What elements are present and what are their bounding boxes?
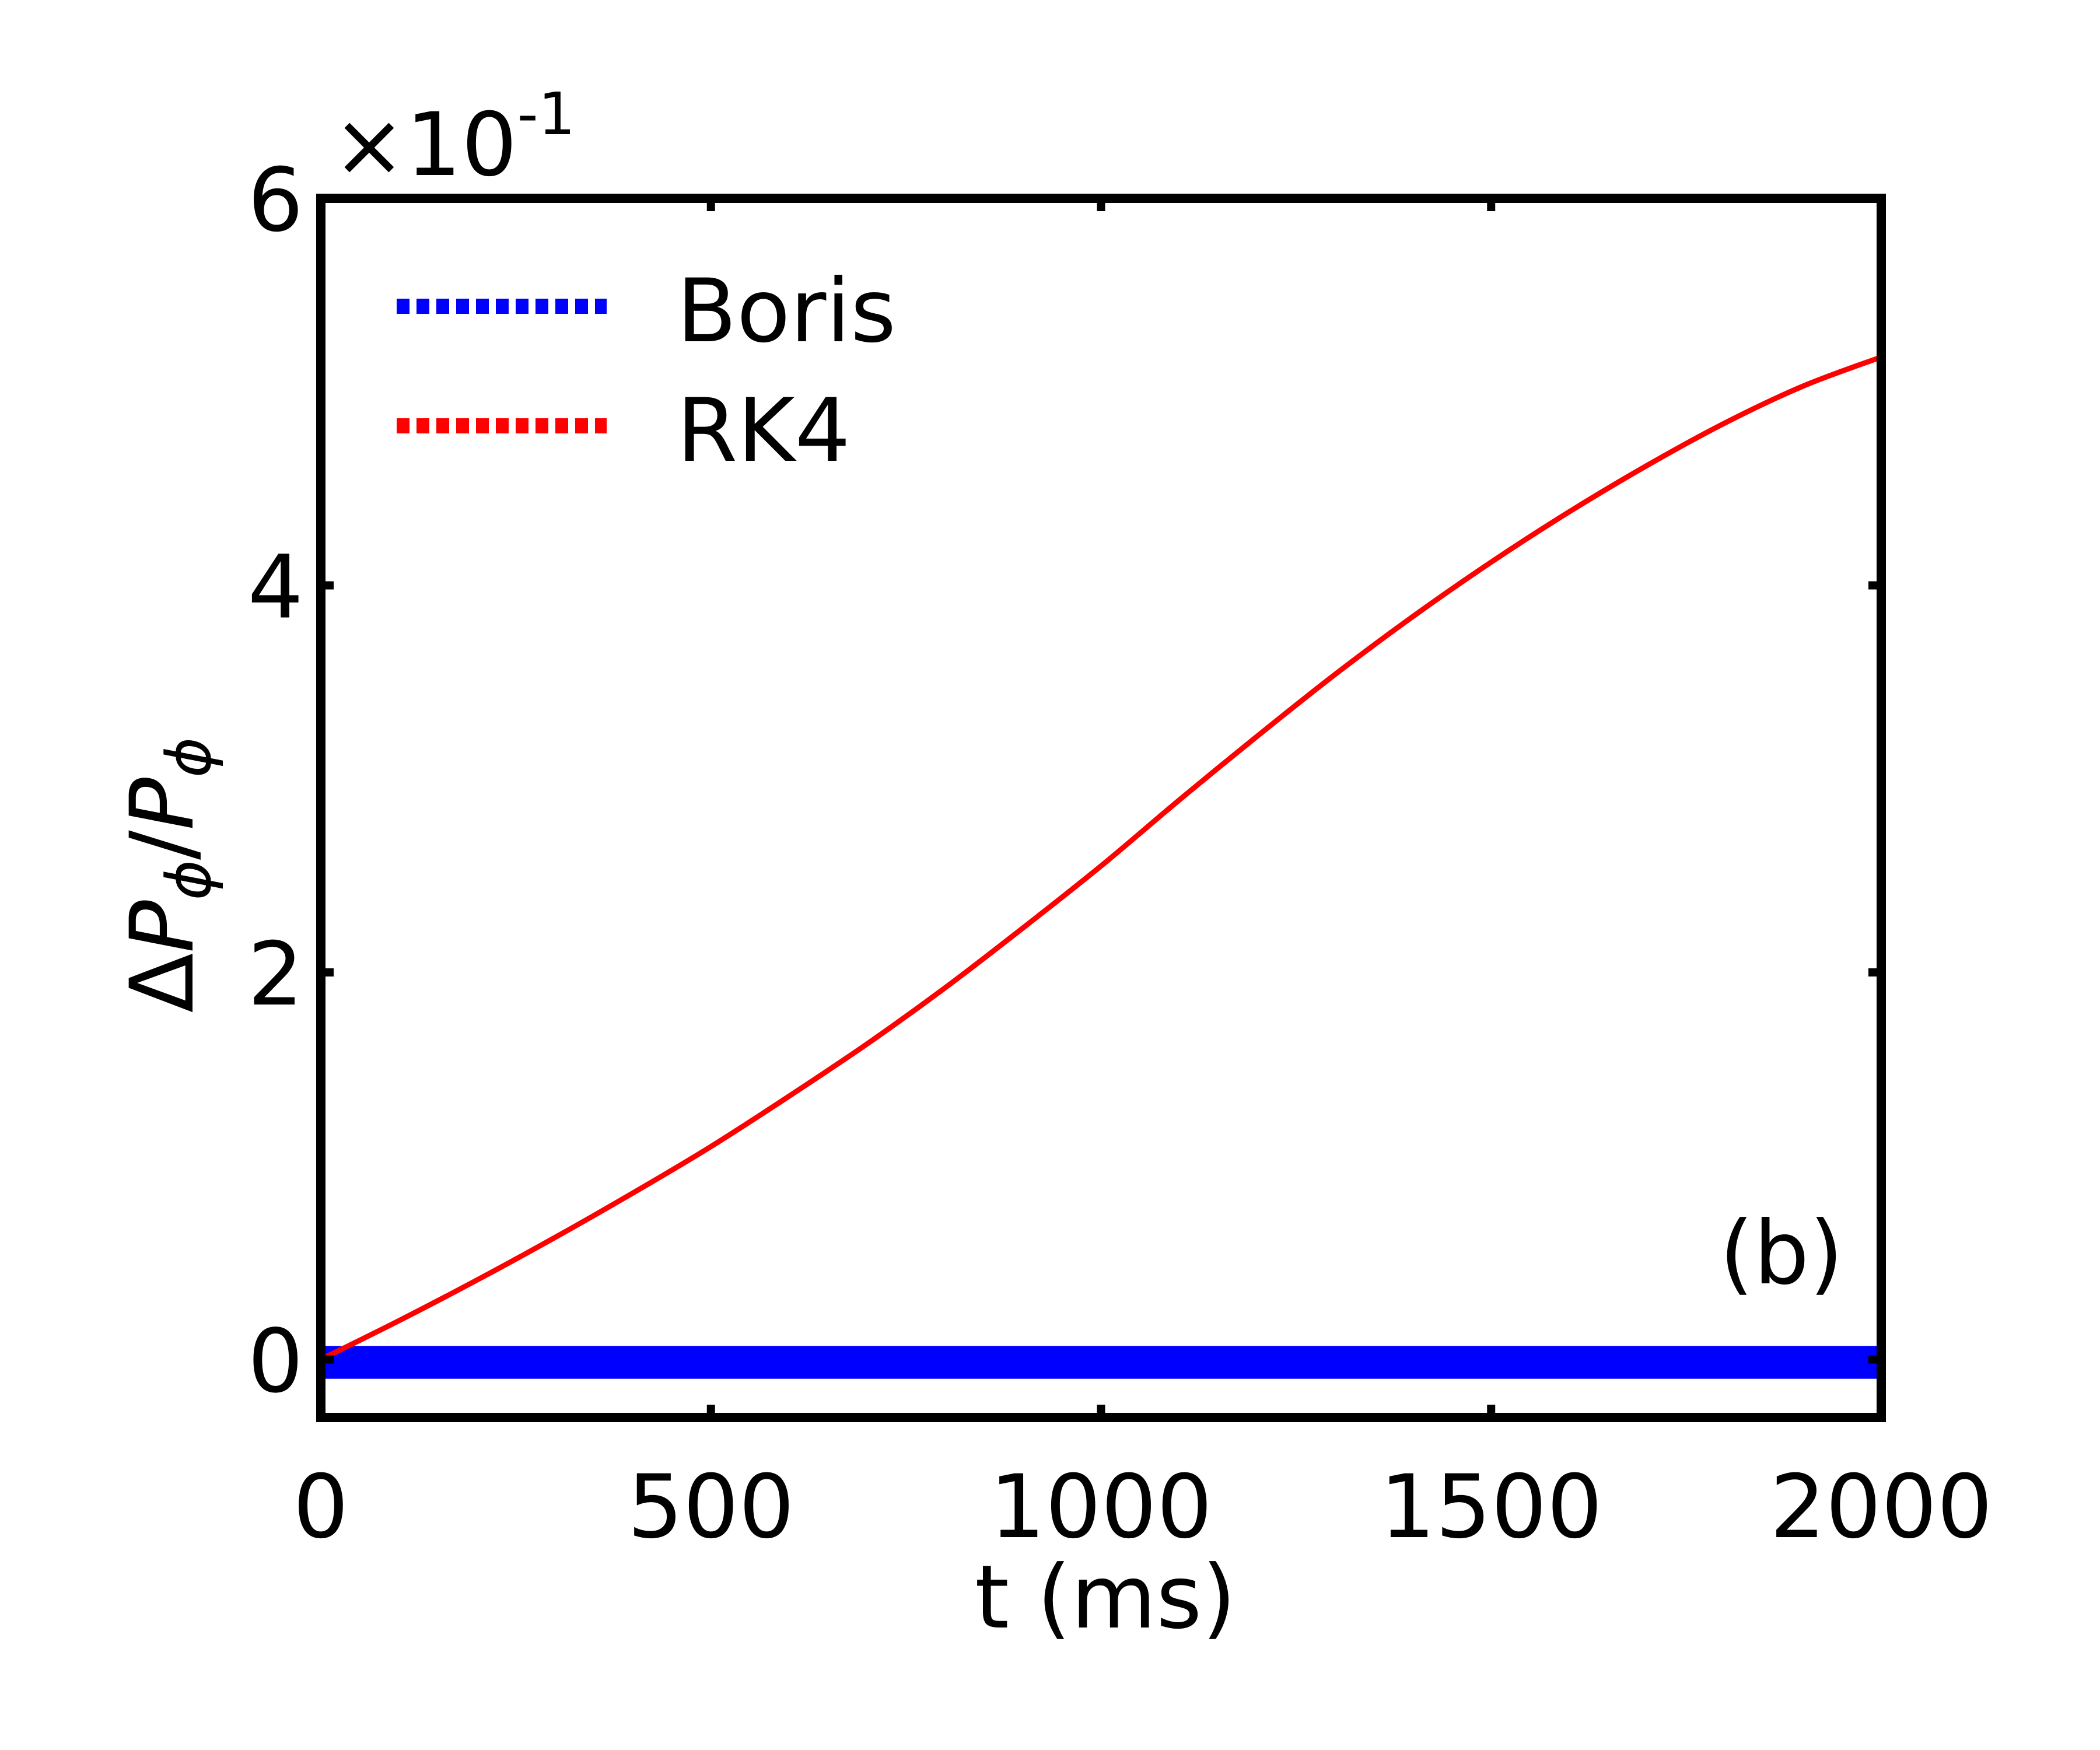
x-tick-label: 1500: [1380, 1457, 1602, 1558]
y-tick-label: 0: [248, 1311, 303, 1412]
x-tick-label: 2000: [1770, 1457, 1993, 1558]
y-tick-label: 6: [248, 150, 303, 251]
y-label-delta: Δ: [112, 953, 214, 1013]
y-scale-offset-times: ×10: [332, 94, 517, 196]
svg-text:ΔPϕ/Pϕ: ΔPϕ/Pϕ: [112, 737, 225, 1013]
legend-label-boris: Boris: [677, 261, 896, 362]
y-label-phi-num: ϕ: [153, 860, 225, 900]
y-tick-label: 4: [248, 537, 303, 638]
y-scale-offset-exponent: -1: [517, 80, 576, 148]
x-tick-label: 0: [293, 1457, 348, 1558]
legend: Boris RK4: [397, 261, 896, 482]
x-tick-label: 500: [628, 1457, 794, 1558]
legend-label-rk4: RK4: [677, 380, 850, 482]
panel-label: (b): [1720, 1203, 1843, 1304]
y-label-slash: /: [112, 830, 214, 860]
y-tick-label: 2: [248, 924, 303, 1026]
y-label-p-den: P: [112, 777, 214, 830]
y-scale-offset: ×10-1: [332, 80, 575, 196]
x-tick-label: 1000: [990, 1457, 1213, 1558]
y-label-phi-den: ϕ: [153, 737, 225, 778]
series-boris-band: [321, 1346, 1881, 1379]
y-label-p-num: P: [112, 900, 214, 953]
x-axis-label: t (ms): [975, 1547, 1236, 1648]
y-axis-label: ΔPϕ/Pϕ: [112, 737, 225, 1013]
series-rk4-line: [321, 354, 1881, 1362]
plot-area: 0 500 1000 1500 2000 0 2 4 6: [248, 150, 1993, 1558]
data-layer: [321, 354, 1881, 1379]
plot-frame: [316, 194, 1886, 1422]
